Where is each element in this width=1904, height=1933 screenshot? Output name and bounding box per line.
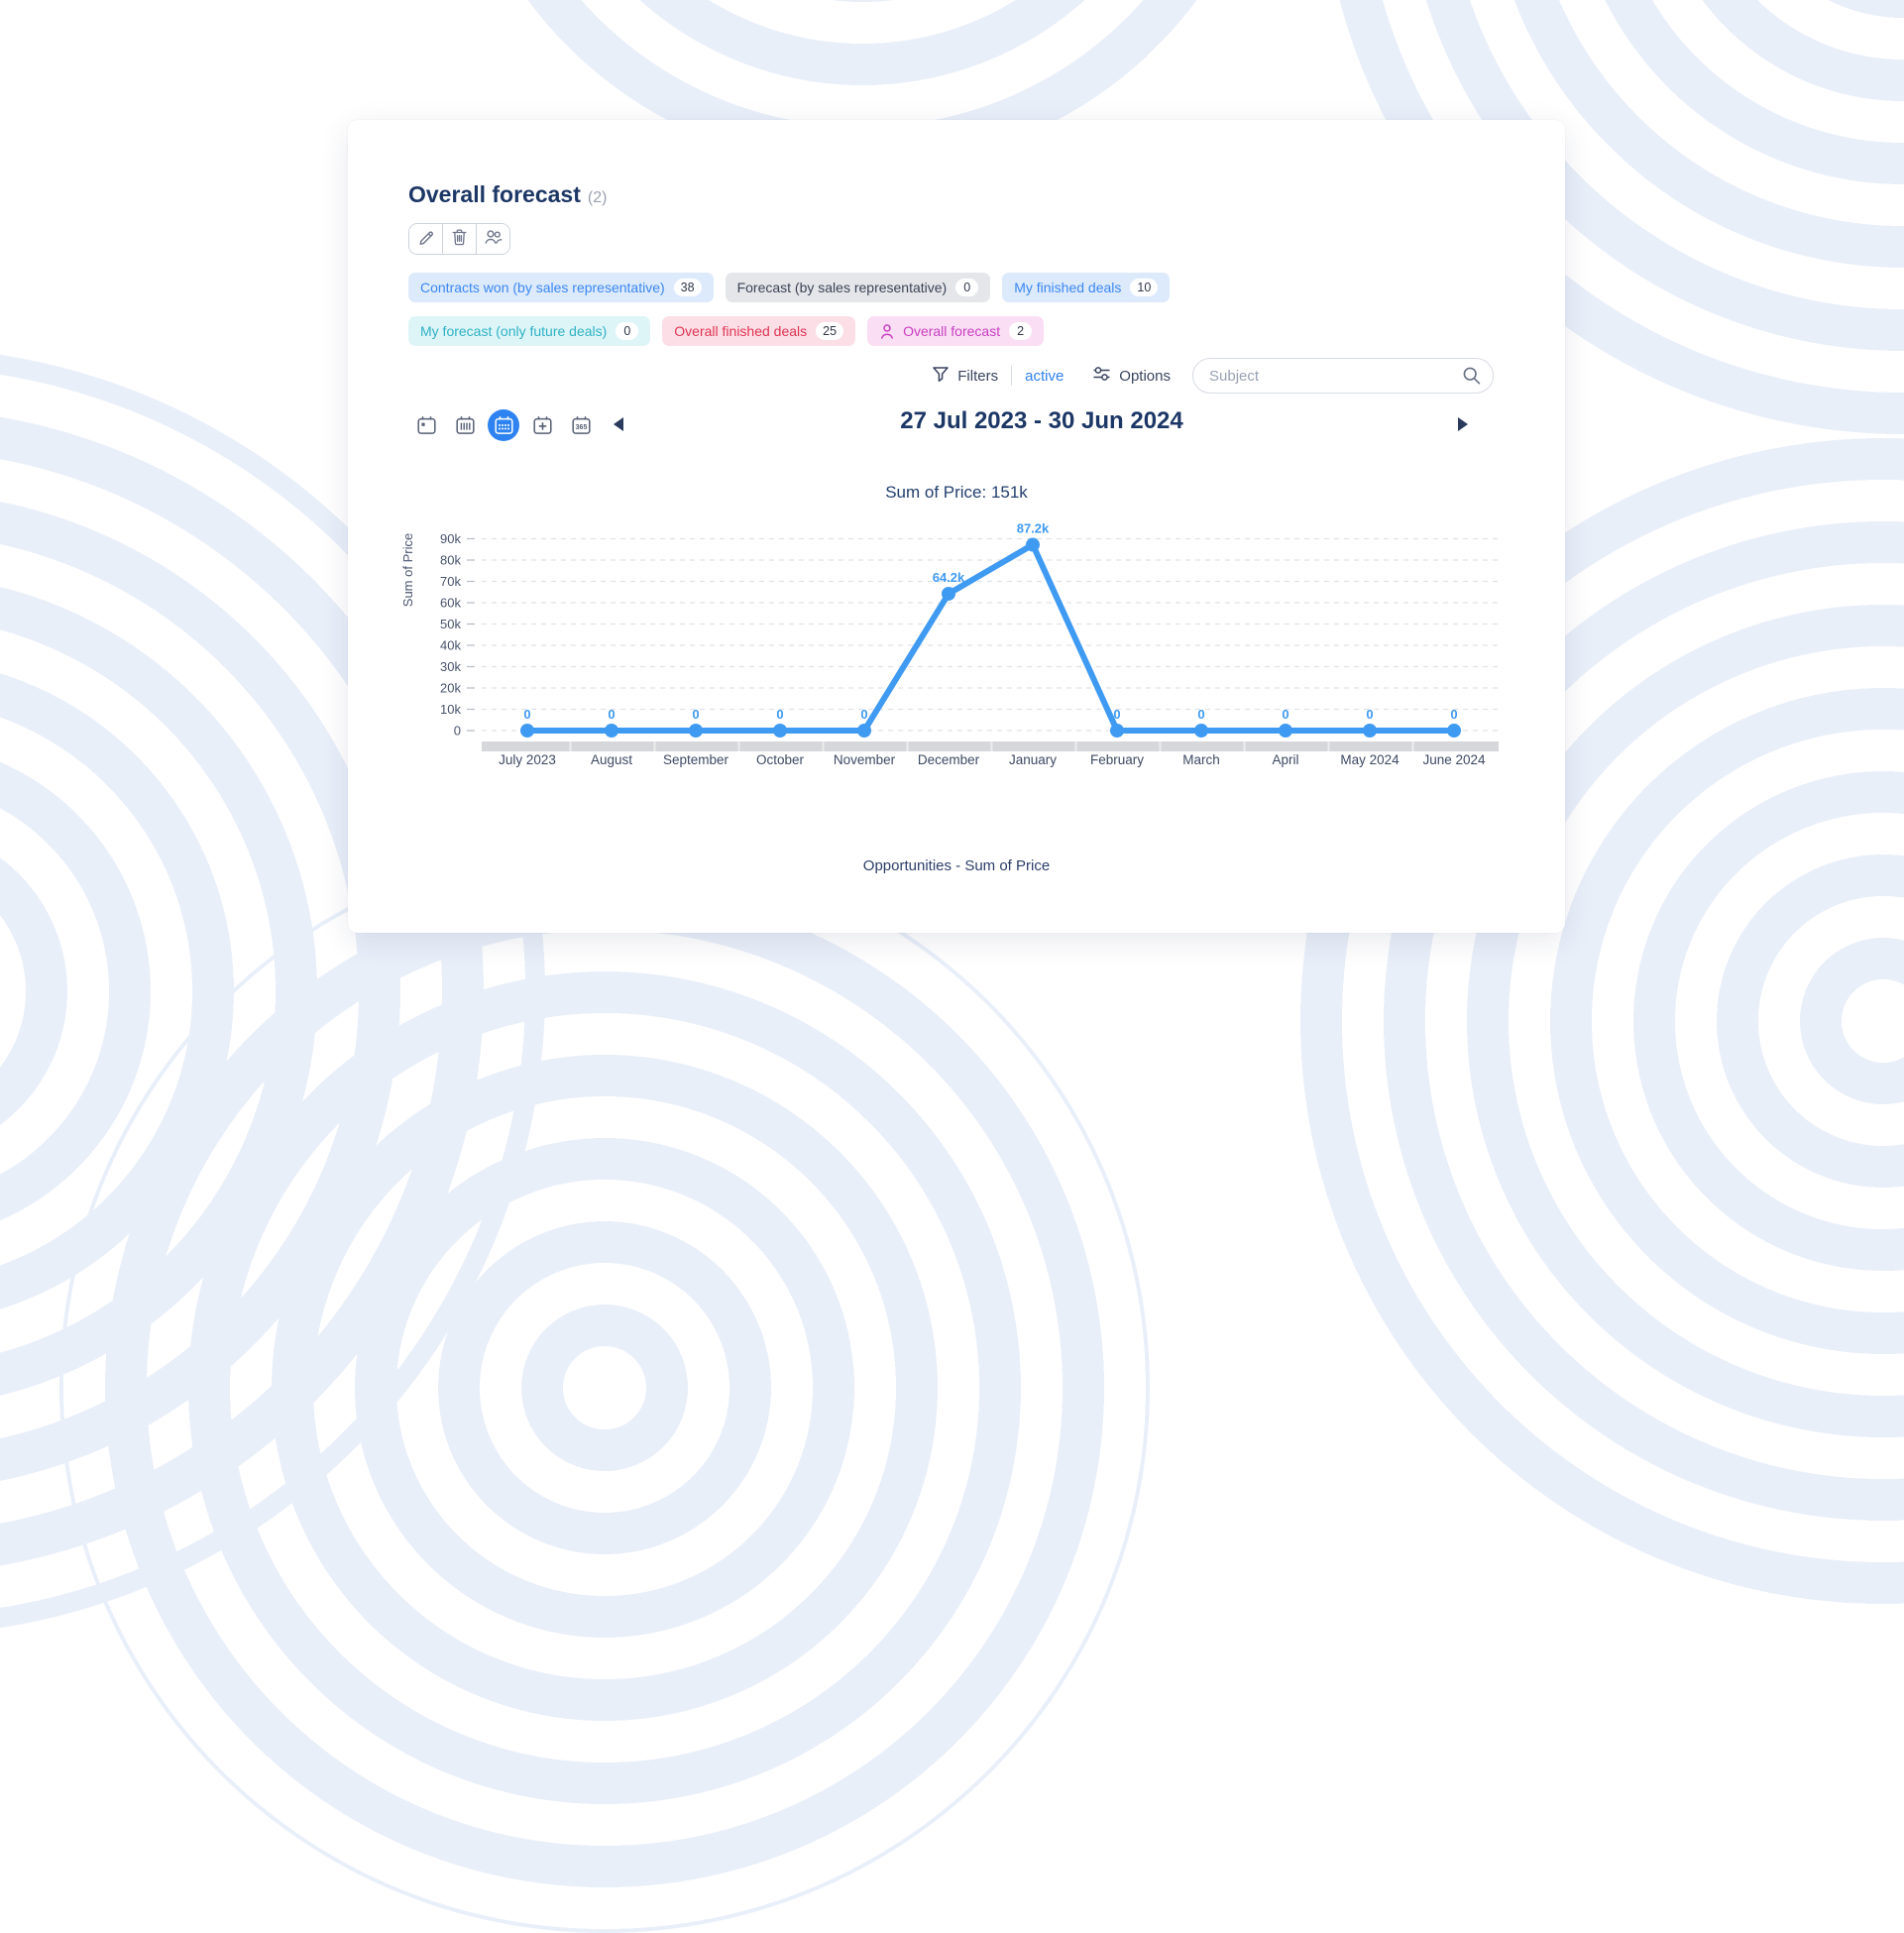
svg-text:August: August	[591, 752, 632, 767]
filter-tag[interactable]: Forecast (by sales representative) 0	[725, 273, 991, 302]
users-icon	[484, 228, 504, 250]
filter-tag-label: Forecast (by sales representative)	[736, 280, 948, 295]
filter-tag-count: 10	[1130, 279, 1159, 296]
filter-tag-label: Contracts won (by sales representative)	[420, 280, 665, 295]
filter-tag-count: 2	[1009, 322, 1033, 340]
svg-text:0: 0	[1366, 707, 1373, 722]
filters-label: Filters	[957, 367, 999, 385]
svg-text:January: January	[1009, 752, 1057, 767]
svg-text:0: 0	[454, 724, 461, 739]
svg-text:March: March	[1182, 752, 1220, 767]
delete-button[interactable]	[443, 224, 477, 254]
view-add-button[interactable]	[526, 409, 558, 441]
next-period-button[interactable]	[1458, 417, 1468, 431]
svg-text:May 2024: May 2024	[1340, 752, 1400, 767]
options-label: Options	[1119, 367, 1171, 385]
svg-text:February: February	[1090, 752, 1144, 767]
svg-text:0: 0	[776, 707, 783, 722]
filter-tag-count: 0	[616, 322, 639, 340]
svg-text:40k: 40k	[440, 638, 461, 653]
filter-tag-count: 38	[673, 279, 702, 296]
view-month-button[interactable]	[488, 409, 519, 441]
svg-text:60k: 60k	[440, 596, 461, 611]
svg-text:Sum of Price: Sum of Price	[400, 533, 415, 607]
filter-bar: Filters active Options	[932, 357, 1494, 395]
filters-active-link[interactable]: active	[1025, 367, 1064, 385]
assign-users-button[interactable]	[477, 224, 509, 254]
filter-tag[interactable]: Overall finished deals 25	[662, 316, 856, 346]
calendar-view-switcher: 365	[410, 409, 597, 441]
view-day-button[interactable]	[410, 409, 442, 441]
options-button[interactable]: Options	[1092, 365, 1171, 387]
dashlet-card: Overall forecast (2) Contracts won (by sa…	[348, 120, 1565, 933]
filter-tag-label: Overall forecast	[903, 323, 1001, 339]
line-chart[interactable]: 0 10k 20k 30k 40k 50k 60k 70k 80k 90k Sum of Price…	[367, 514, 1516, 780]
page-title-text: Overall forecast	[408, 181, 581, 207]
chart-legend: Opportunities - Sum of Price	[862, 857, 1051, 874]
svg-text:0: 0	[692, 707, 699, 722]
search-input[interactable]	[1192, 358, 1494, 394]
svg-text:September: September	[663, 752, 729, 767]
svg-text:10k: 10k	[440, 702, 461, 717]
svg-text:80k: 80k	[440, 553, 461, 568]
filter-tag-label: My finished deals	[1014, 280, 1122, 295]
svg-text:30k: 30k	[440, 659, 461, 674]
pencil-icon	[418, 228, 434, 250]
trash-icon	[451, 228, 468, 251]
svg-text:November: November	[834, 752, 896, 767]
date-range-label: 27 Jul 2023 - 30 Jun 2024	[900, 407, 1183, 434]
svg-text:July 2023: July 2023	[499, 752, 556, 767]
svg-text:0: 0	[1282, 707, 1288, 722]
svg-text:October: October	[756, 752, 805, 767]
previous-period-button[interactable]	[614, 417, 623, 431]
funnel-icon	[932, 366, 950, 387]
svg-text:0: 0	[1197, 707, 1204, 722]
svg-text:64.2k: 64.2k	[933, 570, 965, 585]
divider	[1011, 366, 1013, 386]
svg-text:December: December	[918, 752, 980, 767]
view-year-button[interactable]: 365	[565, 409, 597, 441]
filter-tag-count: 0	[955, 279, 979, 296]
svg-text:87.2k: 87.2k	[1017, 521, 1050, 536]
tags-row-2: My forecast (only future deals) 0 Overal…	[408, 316, 1045, 346]
chart-title: Sum of Price: 151k	[885, 483, 1028, 502]
svg-text:0: 0	[523, 707, 530, 722]
page-title: Overall forecast (2)	[408, 181, 607, 208]
svg-text:90k: 90k	[440, 531, 461, 546]
svg-text:365: 365	[575, 424, 587, 431]
svg-text:0: 0	[1450, 707, 1457, 722]
sliders-icon	[1092, 365, 1111, 387]
filter-tag[interactable]: Overall forecast 2	[867, 316, 1045, 346]
filter-tag[interactable]: My finished deals 10	[1002, 273, 1171, 302]
svg-text:50k: 50k	[440, 617, 461, 631]
svg-text:June 2024: June 2024	[1422, 752, 1486, 767]
svg-text:70k: 70k	[440, 574, 461, 589]
filter-tag-label: Overall finished deals	[674, 323, 808, 339]
view-week-button[interactable]	[449, 409, 481, 441]
svg-text:0: 0	[1113, 707, 1120, 722]
filter-tag-label: My forecast (only future deals)	[420, 323, 608, 339]
person-icon	[879, 323, 896, 340]
filter-tag-count: 25	[816, 322, 844, 340]
svg-text:0: 0	[608, 707, 615, 722]
filter-tag[interactable]: My forecast (only future deals) 0	[408, 316, 651, 346]
background-swirl	[59, 843, 1150, 1933]
filter-tag[interactable]: Contracts won (by sales representative) …	[408, 273, 714, 302]
tags-row-1: Contracts won (by sales representative) …	[408, 273, 1171, 302]
svg-text:0: 0	[860, 707, 867, 722]
filters-button[interactable]: Filters	[932, 366, 998, 387]
toolbar	[408, 223, 510, 255]
svg-text:April: April	[1272, 752, 1298, 767]
edit-button[interactable]	[409, 224, 443, 254]
page-title-count: (2)	[587, 189, 608, 206]
search-box	[1192, 358, 1494, 394]
svg-text:20k: 20k	[440, 681, 461, 696]
